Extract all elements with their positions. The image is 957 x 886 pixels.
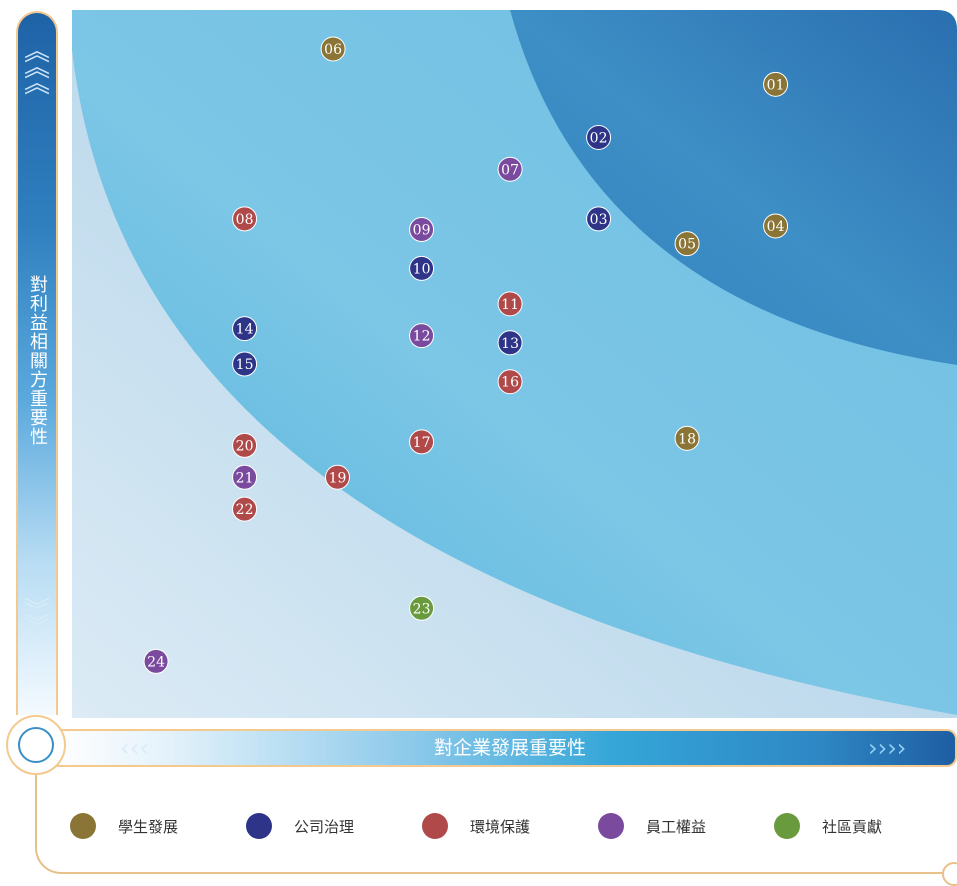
data-label-06: 06	[324, 42, 342, 58]
data-point-22	[232, 496, 258, 522]
data-label-24: 24	[147, 654, 165, 670]
y-axis-bar	[16, 11, 58, 715]
origin-circle	[6, 715, 66, 775]
data-point-23	[409, 595, 435, 621]
data-point-06	[320, 36, 346, 62]
data-label-01: 01	[767, 77, 785, 93]
data-label-15: 15	[236, 357, 254, 373]
data-label-21: 21	[236, 470, 254, 486]
zone-high	[510, 10, 957, 365]
legend-dot	[774, 813, 800, 839]
data-point-08	[232, 206, 258, 232]
chevron-left-icon: ‹‹‹	[120, 734, 149, 762]
legend-label: 環境保護	[470, 817, 531, 836]
data-label-18: 18	[678, 431, 696, 447]
data-point-20	[232, 432, 258, 458]
data-point-14	[232, 316, 258, 342]
data-point-02	[586, 124, 612, 150]
data-point-21	[232, 464, 258, 490]
data-label-07: 07	[501, 162, 519, 178]
legend-dot	[598, 813, 624, 839]
data-label-19: 19	[329, 470, 347, 486]
data-point-24	[143, 648, 169, 674]
data-label-23: 23	[413, 601, 431, 617]
legend-label: 社區貢獻	[822, 817, 883, 836]
legend-item: 社區貢獻	[774, 813, 950, 839]
data-label-13: 13	[501, 336, 519, 352]
data-label-14: 14	[236, 322, 254, 338]
origin-inner-circle	[18, 727, 54, 763]
frame-end-circle	[942, 862, 957, 886]
y-axis-label: 對利益相關方重要性	[27, 274, 48, 446]
data-label-11: 11	[501, 297, 519, 313]
data-label-17: 17	[413, 435, 431, 451]
data-point-09	[409, 216, 435, 242]
legend-dot	[246, 813, 272, 839]
data-label-08: 08	[236, 212, 254, 228]
legend: 學生發展 公司治理 環境保護 員工權益 社區貢獻	[70, 808, 950, 844]
data-point-10	[409, 255, 435, 281]
data-point-12	[409, 323, 435, 349]
data-point-04	[763, 213, 789, 239]
data-point-13	[497, 330, 523, 356]
legend-label: 學生發展	[118, 817, 179, 836]
data-point-05	[674, 231, 700, 257]
legend-item: 公司治理	[246, 813, 422, 839]
data-points: 01 04 05 06 18 02 03 10 13 14 15 08 11 16 17 19 20 22 07 09…	[143, 36, 789, 674]
chevron-right-icon: ››››	[868, 734, 907, 762]
x-axis-label: 對企業發展重要性	[433, 737, 586, 759]
legend-dot	[70, 813, 96, 839]
data-label-20: 20	[236, 438, 254, 454]
data-label-12: 12	[413, 329, 431, 345]
frame-border	[35, 760, 952, 874]
data-label-02: 02	[590, 130, 608, 146]
legend-label: 員工權益	[646, 817, 707, 836]
data-point-16	[497, 369, 523, 395]
legend-item: 員工權益	[598, 813, 774, 839]
chevron-up-icon: ︽ ︽ ︽	[23, 37, 50, 99]
materiality-plot: 01 04 05 06 18 02 03 10 13 14 15 08 11 16 17 19 20 22 07 09…	[72, 10, 957, 718]
data-label-05: 05	[678, 237, 696, 253]
data-label-03: 03	[590, 212, 608, 228]
data-point-17	[409, 429, 435, 455]
data-point-11	[497, 291, 523, 317]
data-point-15	[232, 351, 258, 377]
legend-label: 公司治理	[294, 817, 355, 836]
data-label-16: 16	[501, 375, 519, 391]
data-point-19	[325, 464, 350, 490]
legend-item: 學生發展	[70, 813, 246, 839]
data-point-03	[586, 206, 612, 232]
data-label-09: 09	[413, 222, 431, 238]
data-point-18	[674, 425, 700, 451]
x-axis-bar	[52, 729, 957, 767]
data-label-10: 10	[413, 261, 431, 277]
data-point-07	[497, 156, 523, 182]
chevron-down-icon: ︾ ︾ ︾	[23, 597, 50, 659]
data-label-04: 04	[767, 219, 785, 235]
legend-dot	[422, 813, 448, 839]
legend-item: 環境保護	[422, 813, 598, 839]
data-point-01	[763, 71, 789, 97]
data-label-22: 22	[236, 502, 254, 518]
